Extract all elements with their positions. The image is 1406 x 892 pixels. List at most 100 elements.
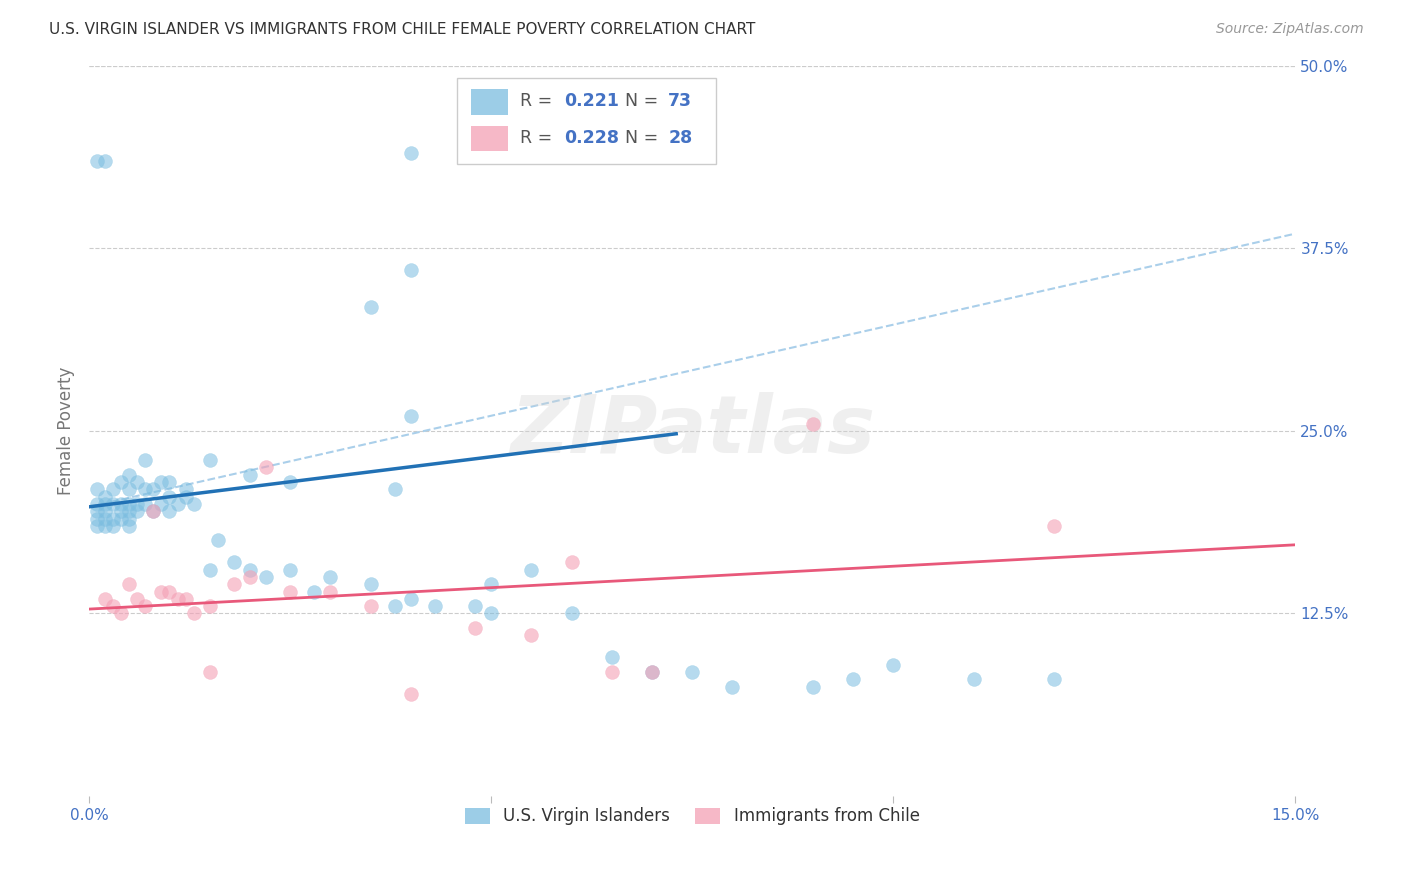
Point xyxy=(118,518,141,533)
Point xyxy=(103,599,125,614)
Point xyxy=(399,591,422,606)
Point xyxy=(198,599,221,614)
Point xyxy=(278,563,301,577)
Point xyxy=(198,453,221,467)
Point xyxy=(166,591,188,606)
Point xyxy=(600,650,623,665)
Point xyxy=(882,657,904,672)
Point xyxy=(600,665,623,679)
FancyBboxPatch shape xyxy=(457,78,717,164)
Point xyxy=(520,628,543,642)
Text: 0.228: 0.228 xyxy=(564,129,620,147)
Point xyxy=(183,497,205,511)
Point xyxy=(94,504,117,518)
Point xyxy=(561,607,583,621)
Text: 73: 73 xyxy=(668,93,692,111)
Point xyxy=(239,563,262,577)
Point xyxy=(142,483,165,497)
Point xyxy=(174,483,197,497)
Point xyxy=(399,687,422,701)
Point xyxy=(127,475,149,489)
Point xyxy=(159,584,181,599)
Point xyxy=(479,607,502,621)
Point xyxy=(360,577,382,591)
Point xyxy=(142,504,165,518)
Point xyxy=(254,460,277,475)
Point xyxy=(134,483,156,497)
Point xyxy=(198,665,221,679)
Point xyxy=(520,563,543,577)
Point xyxy=(278,475,301,489)
FancyBboxPatch shape xyxy=(471,89,508,114)
Point xyxy=(479,577,502,591)
Text: N =: N = xyxy=(614,93,664,111)
Point xyxy=(94,511,117,525)
Point xyxy=(150,497,173,511)
Point xyxy=(94,518,117,533)
Point xyxy=(86,511,108,525)
Point xyxy=(110,607,132,621)
Legend: U.S. Virgin Islanders, Immigrants from Chile: U.S. Virgin Islanders, Immigrants from C… xyxy=(456,797,929,835)
Point xyxy=(86,497,108,511)
Point xyxy=(94,591,117,606)
Point xyxy=(464,621,486,635)
Text: R =: R = xyxy=(520,93,558,111)
Point xyxy=(239,467,262,482)
Text: Source: ZipAtlas.com: Source: ZipAtlas.com xyxy=(1216,22,1364,37)
Point xyxy=(94,153,117,168)
Text: ZIPatlas: ZIPatlas xyxy=(510,392,875,470)
Point xyxy=(198,563,221,577)
Text: R =: R = xyxy=(520,129,558,147)
Point xyxy=(127,591,149,606)
Point xyxy=(150,475,173,489)
Point xyxy=(319,570,342,584)
Point xyxy=(110,511,132,525)
Point xyxy=(384,483,406,497)
Point xyxy=(278,584,301,599)
Point xyxy=(118,511,141,525)
Point xyxy=(159,475,181,489)
Point xyxy=(360,599,382,614)
Point xyxy=(110,497,132,511)
Point xyxy=(304,584,326,599)
Point xyxy=(681,665,703,679)
Point xyxy=(142,504,165,518)
Point xyxy=(399,263,422,277)
Point xyxy=(239,570,262,584)
Point xyxy=(118,504,141,518)
Point xyxy=(103,511,125,525)
Y-axis label: Female Poverty: Female Poverty xyxy=(58,367,75,495)
Point xyxy=(159,490,181,504)
Point xyxy=(127,504,149,518)
Point xyxy=(801,417,824,431)
Point xyxy=(207,533,229,548)
Point xyxy=(399,146,422,161)
Point xyxy=(118,577,141,591)
Point xyxy=(423,599,446,614)
Point xyxy=(127,497,149,511)
Text: 0.221: 0.221 xyxy=(564,93,620,111)
Point xyxy=(86,518,108,533)
Point xyxy=(86,153,108,168)
Point xyxy=(641,665,664,679)
Point xyxy=(384,599,406,614)
Point xyxy=(134,599,156,614)
Point xyxy=(222,577,245,591)
Point xyxy=(721,680,744,694)
Point xyxy=(254,570,277,584)
Point xyxy=(561,555,583,569)
Text: U.S. VIRGIN ISLANDER VS IMMIGRANTS FROM CHILE FEMALE POVERTY CORRELATION CHART: U.S. VIRGIN ISLANDER VS IMMIGRANTS FROM … xyxy=(49,22,755,37)
Point xyxy=(118,497,141,511)
Point xyxy=(801,680,824,694)
Text: N =: N = xyxy=(614,129,664,147)
Point xyxy=(86,504,108,518)
Point xyxy=(86,483,108,497)
Point xyxy=(118,467,141,482)
Point xyxy=(174,490,197,504)
Point xyxy=(118,483,141,497)
Point xyxy=(963,672,986,686)
Point xyxy=(222,555,245,569)
Point xyxy=(464,599,486,614)
Point xyxy=(110,504,132,518)
Point xyxy=(103,497,125,511)
